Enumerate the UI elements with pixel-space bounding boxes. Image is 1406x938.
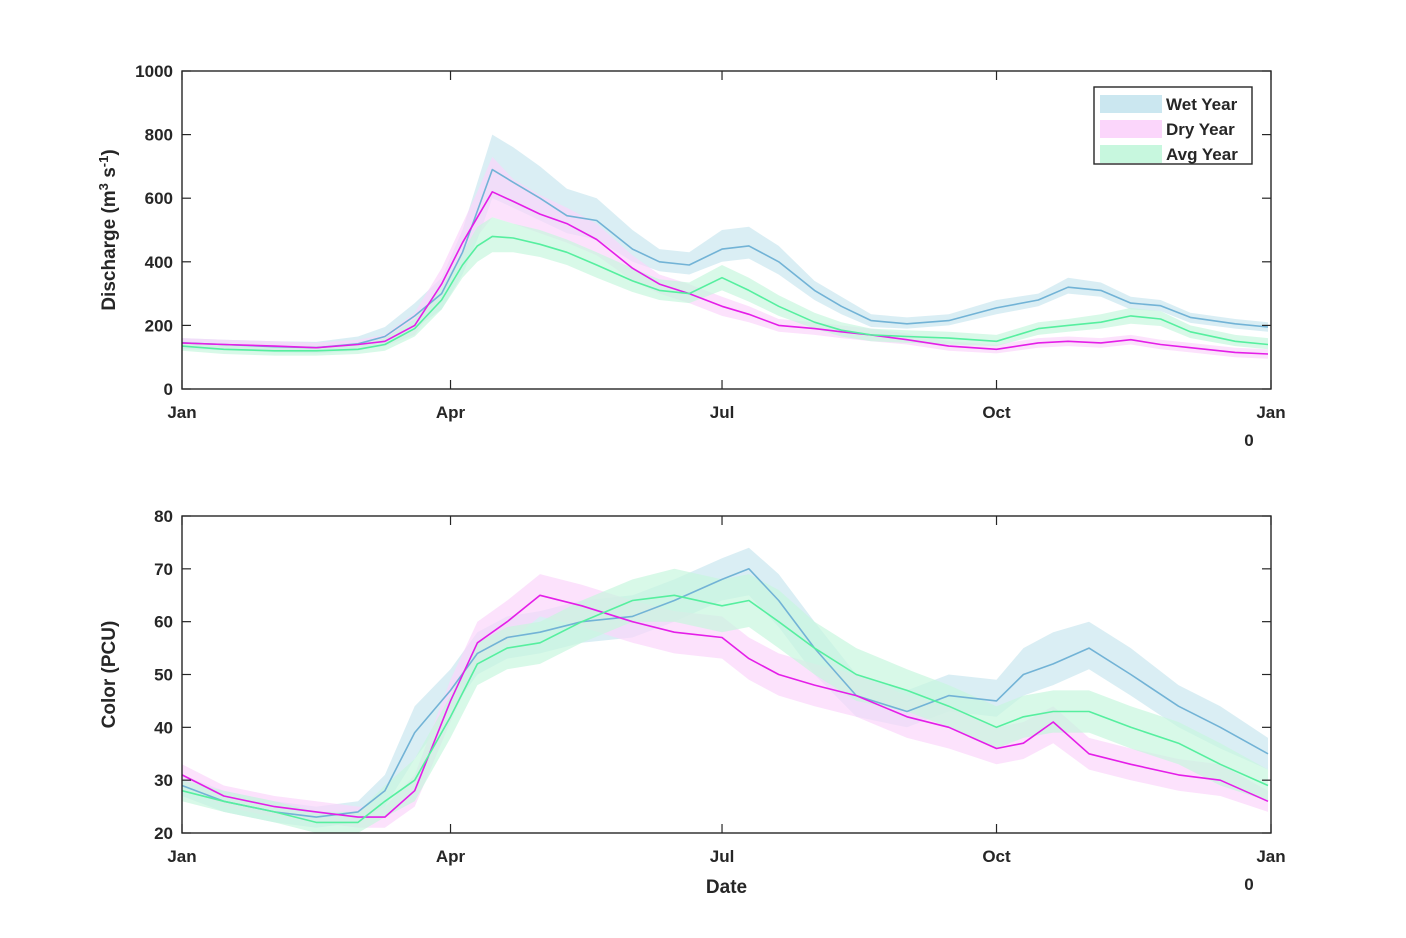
legend-label-dry-year: Dry Year bbox=[1166, 120, 1235, 139]
discharge-band-avg-year bbox=[182, 217, 1268, 356]
legend: Wet Year Dry Year Avg Year bbox=[1093, 86, 1253, 165]
color-ytick-label: 40 bbox=[154, 718, 173, 737]
color-x-offset-label: 0 bbox=[1244, 875, 1253, 894]
color-xtick-label: Apr bbox=[436, 847, 466, 866]
discharge-ytick-label: 200 bbox=[145, 316, 173, 335]
color-ytick-label: 80 bbox=[154, 507, 173, 526]
color-xtick-label: Jul bbox=[710, 847, 735, 866]
color-band-avg-year bbox=[182, 568, 1268, 833]
discharge-x-offset-label: 0 bbox=[1244, 431, 1253, 450]
color-ytick-label: 20 bbox=[154, 824, 173, 843]
discharge-ytick-label: 600 bbox=[145, 189, 173, 208]
discharge-xtick-label: Jul bbox=[710, 403, 735, 422]
discharge-xtick-label: Jan bbox=[1256, 403, 1285, 422]
legend-swatch-dry-year bbox=[1100, 120, 1162, 138]
discharge-axes-box bbox=[181, 70, 1272, 390]
discharge-ytick-label: 1000 bbox=[135, 62, 173, 81]
color-xtick-label: Oct bbox=[982, 847, 1011, 866]
legend-swatch-avg-year bbox=[1100, 145, 1162, 163]
color-ytick-label: 50 bbox=[154, 666, 173, 685]
legend-swatch-wet-year bbox=[1100, 95, 1162, 113]
discharge-xtick-label: Jan bbox=[167, 403, 196, 422]
color-ylabel: Color (PCU) bbox=[99, 621, 120, 729]
discharge-ytick-label: 0 bbox=[164, 380, 173, 399]
color-xtick-label: Jan bbox=[167, 847, 196, 866]
color-ytick-label: 70 bbox=[154, 560, 173, 579]
color-ytick-label: 60 bbox=[154, 613, 173, 632]
discharge-ylabel: Discharge (m3 s-1) bbox=[96, 149, 121, 310]
discharge-xtick-label: Apr bbox=[436, 403, 466, 422]
color-ytick-label: 30 bbox=[154, 771, 173, 790]
discharge-xtick-label: Oct bbox=[982, 403, 1011, 422]
color-xlabel: Date bbox=[706, 877, 747, 898]
discharge-ytick-label: 400 bbox=[145, 253, 173, 272]
legend-label-avg-year: Avg Year bbox=[1166, 145, 1238, 164]
discharge-ytick-label: 800 bbox=[145, 126, 173, 145]
color-band-dry-year bbox=[182, 574, 1268, 828]
discharge-band-wet-year bbox=[182, 134, 1268, 354]
legend-label-wet-year: Wet Year bbox=[1166, 95, 1238, 114]
color-xtick-label: Jan bbox=[1256, 847, 1285, 866]
